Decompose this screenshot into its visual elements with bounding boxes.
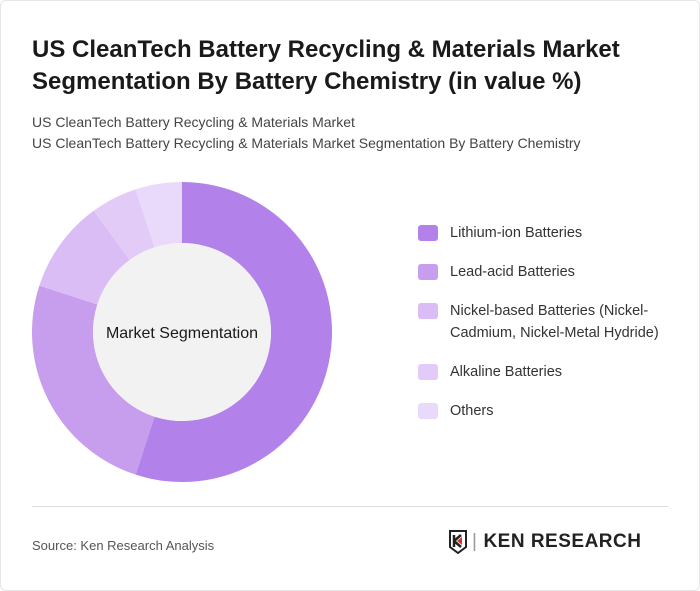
ken-research-logo: | KEN RESEARCH [448, 530, 641, 554]
legend-swatch [418, 403, 438, 419]
center-label: Market Segmentation [106, 325, 258, 342]
source-note: Source: Ken Research Analysis [32, 538, 215, 553]
donut-slice-4[interactable] [135, 182, 182, 248]
subtitle-2: US CleanTech Battery Recycling & Materia… [32, 135, 581, 151]
divider [32, 506, 668, 507]
legend-swatch [418, 303, 438, 319]
legend-item[interactable]: Others [418, 400, 678, 422]
donut-slice-0[interactable] [135, 182, 332, 482]
legend-item[interactable]: Lead-acid Batteries [418, 261, 678, 283]
legend-swatch [418, 225, 438, 241]
legend-swatch [418, 264, 438, 280]
legend-item[interactable]: Lithium-ion Batteries [418, 222, 678, 244]
logo-text: KEN RESEARCH [483, 531, 642, 552]
donut-chart: Market Segmentation [31, 182, 332, 482]
legend-item[interactable]: Alkaline Batteries [418, 361, 678, 383]
donut-slice-3[interactable] [93, 189, 155, 260]
donut-center [93, 243, 271, 421]
legend-label: Alkaline Batteries [450, 364, 563, 380]
logo-icon [449, 530, 467, 554]
legend: Lithium-ion Batteries Lead-acid Batteries… [418, 222, 678, 439]
legend-swatch [418, 364, 438, 380]
donut-slice-1[interactable] [31, 285, 155, 475]
legend-label: Lithium-ion Batteries [450, 225, 583, 241]
chart-title: US CleanTech Battery Recycling & Materia… [32, 36, 620, 95]
donut-slice-2[interactable] [39, 210, 130, 305]
legend-label: Lead-acid Batteries [450, 264, 575, 280]
legend-item[interactable]: Nickel-based Batteries (Nickel-Cadmium, … [418, 300, 678, 344]
subtitle-1: US CleanTech Battery Recycling & Materia… [32, 114, 355, 130]
legend-label: Nickel-based Batteries (Nickel-Cadmium, … [450, 303, 659, 341]
legend-label: Others [450, 403, 494, 419]
